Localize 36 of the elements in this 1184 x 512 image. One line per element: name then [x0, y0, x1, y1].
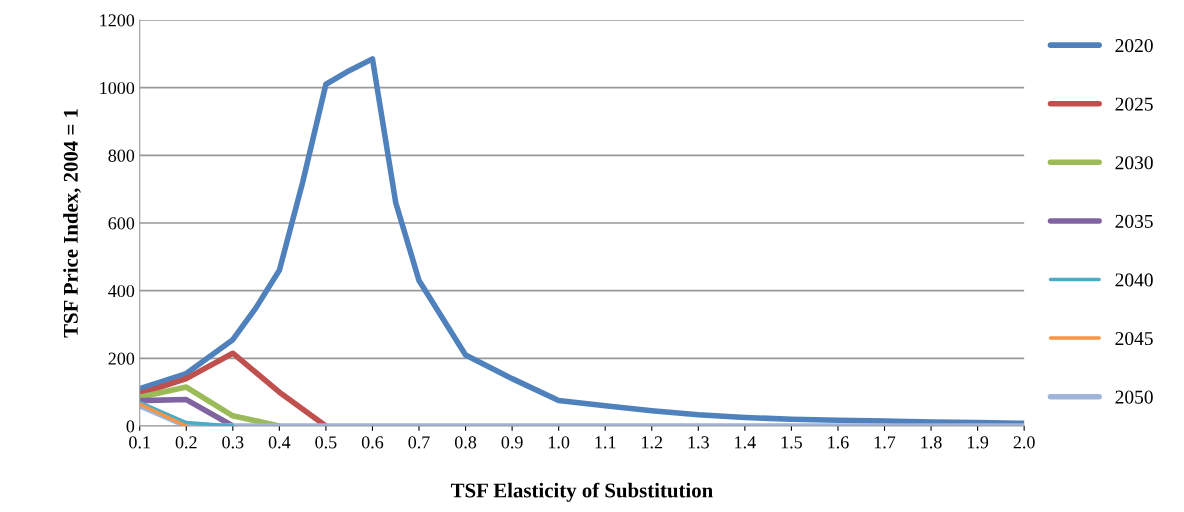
y-tick-label: 1000 — [100, 81, 135, 95]
y-tick-label: 400 — [108, 284, 135, 298]
x-tick-label: 0.7 — [408, 436, 430, 449]
legend-label: 2025 — [1115, 97, 1153, 111]
x-tick-label: 1.1 — [595, 436, 616, 449]
legend-label: 2045 — [1115, 331, 1153, 346]
y-tick-label: 600 — [108, 217, 135, 230]
x-tick-label: 2.0 — [1013, 436, 1035, 449]
y-tick-label: 1200 — [100, 14, 135, 27]
y-axis-title: TSF Price Index, 2004 = 1 — [63, 109, 81, 338]
x-tick-label: 1.7 — [874, 436, 896, 449]
x-tick-label: 0.3 — [222, 436, 244, 449]
y-tick-label: 0 — [126, 420, 135, 433]
x-tick-label: 1.5 — [781, 436, 802, 449]
legend-label: 2050 — [1115, 390, 1153, 404]
x-tick-label: 0.6 — [361, 436, 384, 449]
x-tick-label: 0.8 — [454, 436, 477, 449]
x-tick-label: 0.1 — [129, 436, 150, 449]
legend-label: 2030 — [1115, 156, 1153, 170]
x-tick-label: 0.9 — [501, 436, 523, 449]
x-tick-label: 0.5 — [315, 436, 337, 449]
x-tick-label: 1.8 — [921, 436, 942, 449]
x-tick-label: 1.6 — [828, 436, 849, 449]
legend-label: 2020 — [1115, 39, 1153, 53]
y-tick-label: 800 — [108, 149, 135, 162]
x-tick-label: 1.9 — [967, 436, 989, 449]
x-tick-label: 1.3 — [688, 436, 709, 449]
x-tick-label: 1.0 — [548, 436, 570, 449]
x-tick-label: 1.2 — [642, 436, 663, 449]
x-axis-title: TSF Elasticity of Substitution — [450, 482, 713, 502]
legend-label: 2035 — [1115, 214, 1153, 228]
x-tick-label: 1.4 — [735, 436, 756, 449]
x-tick-label: 0.2 — [175, 436, 197, 449]
y-tick-label: 200 — [108, 352, 135, 365]
x-tick-label: 0.4 — [268, 436, 291, 449]
legend-label: 2040 — [1115, 273, 1153, 287]
